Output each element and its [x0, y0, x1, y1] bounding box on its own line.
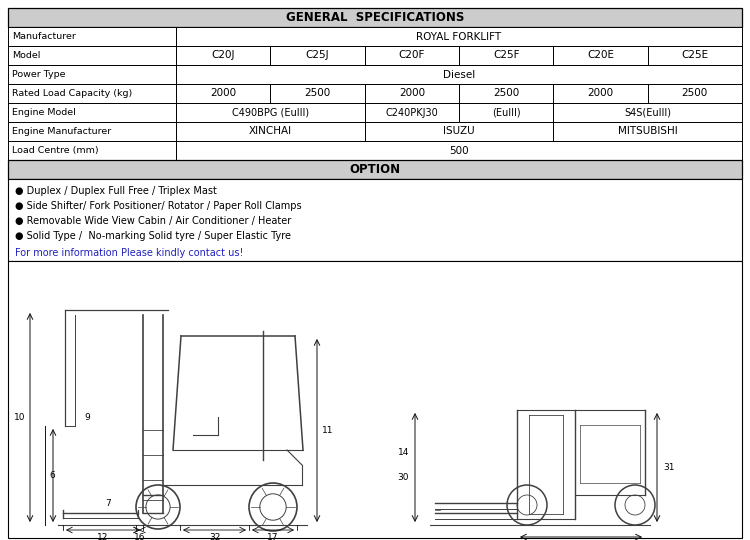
- Bar: [176, 103, 742, 122]
- Bar: [176, 65, 742, 84]
- Text: ISUZU: ISUZU: [443, 126, 475, 137]
- Text: 17: 17: [267, 532, 279, 540]
- Text: Rated Load Capacity (kg): Rated Load Capacity (kg): [12, 89, 132, 98]
- Text: ● Side Shifter/ Fork Positioner/ Rotator / Paper Roll Clamps: ● Side Shifter/ Fork Positioner/ Rotator…: [15, 201, 302, 211]
- Text: Load Centre (mm): Load Centre (mm): [12, 146, 99, 155]
- Text: ● Removable Wide View Cabin / Air Conditioner / Heater: ● Removable Wide View Cabin / Air Condit…: [15, 216, 291, 226]
- Bar: [8, 27, 176, 46]
- Text: C240PKJ30: C240PKJ30: [386, 107, 438, 118]
- Text: For more information Please kindly contact us!: For more information Please kindly conta…: [15, 248, 243, 258]
- Text: 9: 9: [84, 413, 90, 422]
- Text: OPTION: OPTION: [350, 163, 400, 176]
- Text: 16: 16: [134, 532, 146, 540]
- Text: GENERAL  SPECIFICATIONS: GENERAL SPECIFICATIONS: [286, 11, 464, 24]
- Text: 10: 10: [13, 413, 25, 422]
- Text: MITSUBISHI: MITSUBISHI: [618, 126, 677, 137]
- Text: 2500: 2500: [304, 89, 331, 98]
- Text: (EuIII): (EuIII): [492, 107, 520, 118]
- Text: ● Solid Type /  No-marking Solid tyre / Super Elastic Tyre: ● Solid Type / No-marking Solid tyre / S…: [15, 231, 291, 241]
- Bar: [176, 122, 742, 141]
- Text: 31: 31: [663, 463, 674, 472]
- Bar: [8, 8, 742, 27]
- Text: 30: 30: [398, 473, 409, 482]
- Bar: [8, 160, 742, 179]
- Text: 500: 500: [449, 145, 469, 156]
- Text: Engine Model: Engine Model: [12, 108, 76, 117]
- Text: C20E: C20E: [587, 51, 614, 60]
- Text: Model: Model: [12, 51, 40, 60]
- Bar: [8, 122, 176, 141]
- Text: C25F: C25F: [493, 51, 520, 60]
- Text: C25J: C25J: [306, 51, 329, 60]
- Text: 32: 32: [209, 532, 220, 540]
- Bar: [8, 179, 742, 261]
- Text: 2500: 2500: [493, 89, 519, 98]
- Bar: [8, 46, 176, 65]
- Bar: [176, 141, 742, 160]
- Text: C20F: C20F: [399, 51, 425, 60]
- Text: Engine Manufacturer: Engine Manufacturer: [12, 127, 111, 136]
- Bar: [176, 84, 742, 103]
- Text: 2000: 2000: [587, 89, 613, 98]
- Text: S4S(EuIII): S4S(EuIII): [624, 107, 671, 118]
- Text: 12: 12: [98, 532, 109, 540]
- Text: 2500: 2500: [682, 89, 708, 98]
- Text: C25E: C25E: [681, 51, 709, 60]
- Bar: [8, 261, 742, 538]
- Bar: [8, 103, 176, 122]
- Bar: [176, 46, 742, 65]
- Text: Diesel: Diesel: [442, 70, 476, 79]
- Text: ● Duplex / Duplex Full Free / Triplex Mast: ● Duplex / Duplex Full Free / Triplex Ma…: [15, 186, 217, 196]
- Text: XINCHAI: XINCHAI: [249, 126, 292, 137]
- Text: C20J: C20J: [211, 51, 235, 60]
- Text: 11: 11: [322, 426, 334, 435]
- Bar: [8, 65, 176, 84]
- Text: Power Type: Power Type: [12, 70, 65, 79]
- Text: Manufacturer: Manufacturer: [12, 32, 76, 41]
- Text: C490BPG (EuIII): C490BPG (EuIII): [232, 107, 309, 118]
- Text: 14: 14: [398, 448, 409, 457]
- Text: 7: 7: [105, 498, 111, 508]
- Text: ROYAL FORKLIFT: ROYAL FORKLIFT: [416, 31, 502, 42]
- Bar: [8, 141, 176, 160]
- Text: 2000: 2000: [210, 89, 236, 98]
- Bar: [8, 84, 176, 103]
- Bar: [176, 27, 742, 46]
- Text: 6: 6: [49, 471, 55, 480]
- Text: 2000: 2000: [399, 89, 425, 98]
